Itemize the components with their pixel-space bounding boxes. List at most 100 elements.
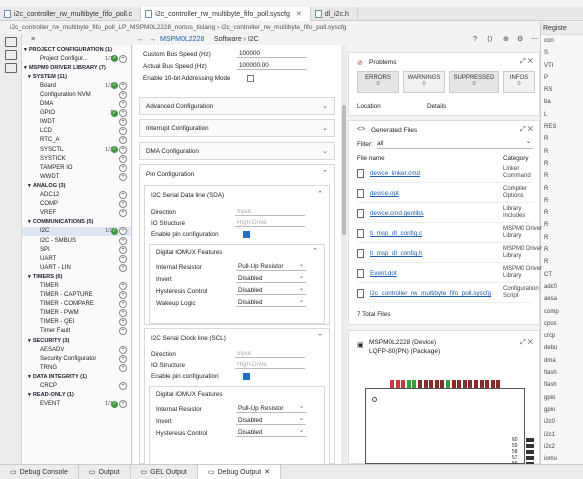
close-icon[interactable]: ✕: [264, 469, 270, 476]
tree-category[interactable]: ▾ PROJECT CONFIGURATION (1): [22, 45, 131, 54]
tree-item[interactable]: TAMPER IO +: [22, 163, 131, 172]
tree-category[interactable]: ▾ SECURITY (3): [22, 336, 131, 345]
tab-output[interactable]: ▭ Output: [79, 465, 131, 479]
tree-item[interactable]: Configuration NVM +: [22, 90, 131, 100]
chip-pin[interactable]: [526, 444, 534, 448]
tree-item[interactable]: Timer Fault +: [22, 327, 131, 336]
generated-file-link[interactable]: Event.dot: [370, 270, 397, 277]
filter-select[interactable]: all ⌄: [377, 138, 533, 149]
tree-item[interactable]: TIMER - COMPARE +: [22, 300, 131, 309]
add-module-icon[interactable]: +: [119, 100, 127, 109]
add-module-icon[interactable]: +: [119, 300, 127, 309]
tree-item[interactable]: EVENT 1/1 ✓ +: [22, 400, 131, 409]
register-item[interactable]: VTI: [544, 62, 554, 69]
location-column-header[interactable]: Location: [357, 103, 381, 110]
tree-item[interactable]: AESADV +: [22, 345, 131, 354]
tree-item[interactable]: DMA +: [22, 100, 131, 109]
register-item[interactable]: i2c1: [544, 431, 556, 438]
tree-item[interactable]: TIMER - PWM +: [22, 309, 131, 318]
expand-icon[interactable]: ⤢ ✕: [520, 126, 533, 133]
tree-category[interactable]: ▾ COMMUNICATIONS (5): [22, 218, 131, 227]
tree-category[interactable]: ▾ DATA INTEGRITY (1): [22, 372, 131, 381]
section-pin-configuration[interactable]: Pin Configuration: [146, 171, 195, 178]
generated-file-link[interactable]: device.cmd.genlibs: [370, 210, 424, 217]
register-item[interactable]: R: [544, 160, 549, 167]
add-module-icon[interactable]: +: [119, 327, 127, 336]
add-module-icon[interactable]: +: [119, 118, 127, 127]
generated-file-link[interactable]: device.opt: [370, 190, 399, 197]
chip-pin[interactable]: [468, 380, 473, 388]
add-module-icon[interactable]: +: [119, 245, 127, 254]
chip-pin[interactable]: [395, 380, 400, 388]
add-module-icon[interactable]: +: [119, 309, 127, 318]
register-item[interactable]: R: [544, 148, 549, 155]
register-item[interactable]: P: [544, 74, 549, 81]
add-module-icon[interactable]: +: [119, 145, 127, 154]
tree-item[interactable]: TIMER - QEI +: [22, 318, 131, 327]
register-item[interactable]: debu: [544, 345, 558, 352]
chip-pin[interactable]: [390, 380, 394, 388]
tree-item[interactable]: COMP +: [22, 200, 131, 209]
tree-item[interactable]: SYSCTL 1/1 ✓ +: [22, 145, 131, 154]
generated-file-link[interactable]: ti_msp_dl_config.c: [370, 230, 423, 237]
breadcrumb-file[interactable]: i2c_controller_rw_multibyte_fifo_poll.sy…: [221, 23, 347, 31]
add-module-icon[interactable]: +: [119, 136, 127, 145]
close-icon[interactable]: ✕: [295, 11, 302, 18]
generated-file-row[interactable]: ti_msp_dl_config.h MSPM0 Driver Library: [357, 245, 542, 263]
chip-pin[interactable]: [423, 380, 428, 388]
tab-gel-output[interactable]: ▭ GEL Output: [131, 465, 198, 479]
add-module-icon[interactable]: +: [119, 236, 127, 245]
chevron-up-icon[interactable]: ⌃: [312, 248, 318, 255]
add-module-icon[interactable]: +: [119, 127, 127, 136]
add-module-icon[interactable]: +: [119, 81, 127, 90]
tab-debug-console[interactable]: ▭ Debug Console: [0, 465, 79, 479]
iomux-select[interactable]: Disabled: [236, 273, 306, 283]
chip-pin[interactable]: [446, 380, 450, 388]
register-item[interactable]: dma: [544, 357, 556, 364]
add-module-icon[interactable]: +: [119, 172, 127, 181]
add-module-icon[interactable]: +: [119, 281, 127, 290]
ten-bit-checkbox[interactable]: [247, 75, 254, 82]
tree-item[interactable]: WWDT +: [22, 172, 131, 181]
chip-pin[interactable]: [485, 380, 490, 388]
iomux-select[interactable]: Pull-Up Resistor: [236, 403, 306, 413]
chip-pin[interactable]: [526, 456, 534, 460]
section-dma-configuration[interactable]: DMA Configuration ⌄: [139, 142, 335, 160]
tree-item[interactable]: UART +: [22, 254, 131, 263]
register-item[interactable]: cpus: [544, 320, 557, 327]
chip-pin[interactable]: [434, 380, 439, 388]
settings-icon[interactable]: [5, 63, 17, 73]
navigator-icon[interactable]: [5, 50, 17, 60]
scrollbar-thumb[interactable]: [342, 105, 346, 235]
register-item[interactable]: aesa: [544, 296, 558, 303]
register-item[interactable]: flash: [544, 370, 557, 377]
add-module-icon[interactable]: +: [119, 154, 127, 163]
chip-pin[interactable]: [474, 380, 478, 388]
tab-debug-output[interactable]: ▭ Debug Output ✕: [197, 465, 281, 479]
tree-item[interactable]: GPIO1✓+: [22, 109, 131, 118]
add-module-icon[interactable]: +: [119, 227, 127, 236]
tree-item[interactable]: TIMER +: [22, 281, 131, 290]
generated-file-row[interactable]: device.opt Compiler Options: [357, 185, 533, 203]
breadcrumb-project[interactable]: i2c_controller_rw_multibyte_fifo_poll_LP…: [10, 23, 216, 31]
register-item[interactable]: R: [544, 210, 549, 217]
device-name[interactable]: MSPM0L2228: [160, 35, 205, 43]
tree-item[interactable]: I2C - SMBUS +: [22, 236, 131, 245]
chip-package-diagram[interactable]: 6059585756: [365, 380, 534, 467]
chevron-up-icon[interactable]: ⌃: [322, 170, 328, 177]
custom-bus-speed-input[interactable]: 100000: [237, 50, 307, 58]
register-item[interactable]: gpio: [544, 406, 556, 413]
chip-pin[interactable]: [457, 380, 462, 388]
back-icon[interactable]: ←: [137, 35, 144, 43]
register-item[interactable]: crcp: [544, 333, 556, 340]
chip-pin[interactable]: [440, 380, 445, 388]
chip-pin[interactable]: [412, 380, 417, 388]
add-module-icon[interactable]: +: [119, 209, 127, 218]
infos-filter[interactable]: INFOS 0: [503, 71, 535, 93]
category-header[interactable]: Category: [503, 155, 529, 162]
tree-category[interactable]: ▾ ANALOG (3): [22, 181, 131, 190]
register-item[interactable]: ba: [544, 99, 551, 106]
add-module-icon[interactable]: +: [119, 91, 127, 100]
register-item[interactable]: L: [544, 111, 548, 118]
register-item[interactable]: S: [544, 50, 549, 57]
